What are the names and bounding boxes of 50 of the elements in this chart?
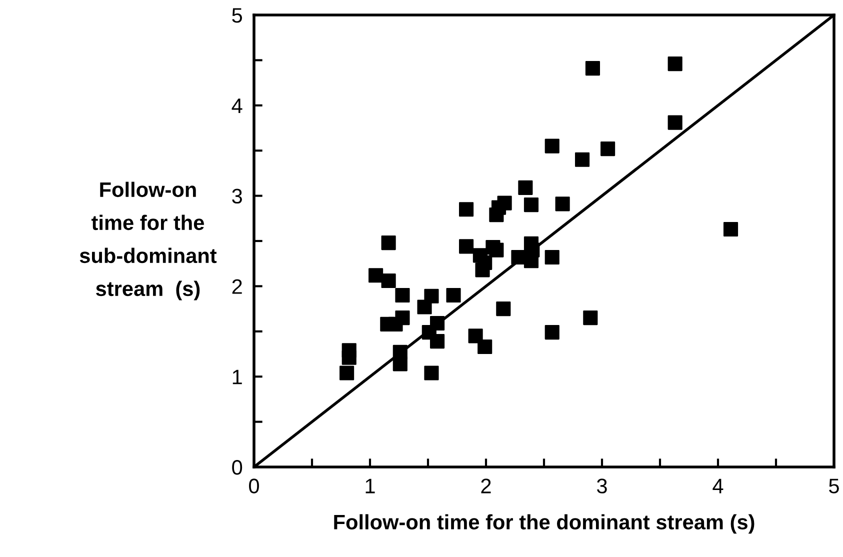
- x-tick-label: 5: [829, 478, 839, 494]
- y-tick-label: 0: [232, 460, 242, 475]
- point: [544, 325, 560, 340]
- point: [392, 356, 408, 372]
- point: [458, 239, 474, 254]
- point: [424, 366, 439, 380]
- point: [478, 255, 492, 270]
- point: [468, 328, 483, 344]
- point: [544, 250, 560, 265]
- x-axis-title: Follow-on time for the dominant stream (s): [334, 514, 754, 534]
- point: [458, 202, 474, 217]
- x-tick-label: 1: [366, 478, 375, 494]
- point: [368, 268, 384, 283]
- point: [340, 366, 354, 380]
- y-tick-label: 1: [232, 370, 242, 384]
- point: [668, 115, 682, 130]
- point: [342, 350, 356, 365]
- point: [723, 222, 738, 237]
- point: [395, 288, 410, 303]
- y-tick-label: 4: [232, 98, 242, 113]
- y-axis-title: Follow-on time for the sub-dominant stream (s): [80, 182, 217, 300]
- point: [381, 236, 396, 250]
- point: [574, 152, 590, 167]
- point: [524, 198, 539, 212]
- point: [497, 196, 512, 210]
- point: [395, 310, 410, 326]
- point: [496, 302, 511, 316]
- point: [525, 242, 540, 258]
- x-tick-label: 4: [712, 478, 724, 494]
- x-tick-label: 0: [249, 478, 259, 494]
- point: [544, 138, 560, 154]
- point: [446, 288, 461, 303]
- point: [381, 273, 396, 288]
- point: [511, 250, 526, 265]
- point: [555, 196, 570, 212]
- point: [583, 310, 598, 326]
- y-tick-label: 3: [232, 188, 242, 204]
- y-tick-label: 5: [232, 8, 242, 23]
- point: [430, 334, 445, 349]
- point: [518, 180, 533, 195]
- x-tick-label: 2: [481, 478, 491, 494]
- x-tick-label: 3: [597, 478, 607, 494]
- point: [668, 56, 682, 72]
- point: [424, 288, 439, 304]
- y-tick-label: 2: [232, 279, 242, 294]
- point: [430, 316, 445, 331]
- point: [585, 61, 600, 76]
- point: [478, 339, 492, 354]
- point: [600, 142, 616, 156]
- point: [489, 242, 504, 258]
